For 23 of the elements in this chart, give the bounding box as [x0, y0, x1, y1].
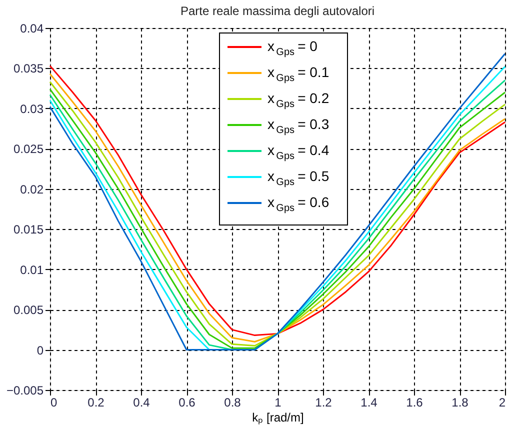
y-tick-label: 0.04 — [20, 22, 44, 36]
y-tick-label: 0.005 — [13, 303, 44, 318]
x-tick-label: 1.8 — [452, 396, 469, 410]
x-tick-label: 0.2 — [88, 396, 105, 410]
x-tick-label: 1.4 — [360, 396, 378, 410]
chart-title: Parte reale massima degli autovalori — [180, 4, 375, 18]
x-tick-label: 0 — [50, 396, 58, 410]
x-tick-label: 0.6 — [178, 396, 196, 410]
y-tick-label: 0.01 — [20, 262, 44, 277]
y-tick-label: −0.005 — [6, 384, 44, 398]
y-tick-label: 0.035 — [13, 62, 44, 76]
x-tick-label: 1 — [274, 396, 282, 410]
x-tick-label: 1.6 — [406, 396, 424, 410]
x-tick-label: 0.8 — [224, 396, 242, 410]
y-tick-label: 0.015 — [13, 222, 44, 237]
y-tick-label: 0.025 — [13, 142, 44, 156]
x-tick-label: 2 — [498, 396, 506, 410]
x-tick-label: 1.2 — [315, 396, 332, 410]
y-tick-label: 0 — [36, 343, 44, 358]
y-tick-label: 0.02 — [20, 182, 44, 196]
x-tick-label: 0.4 — [133, 396, 150, 410]
x-axis-title: kₚ [rad/m] — [252, 410, 304, 424]
y-tick-label: 0.03 — [20, 102, 44, 116]
